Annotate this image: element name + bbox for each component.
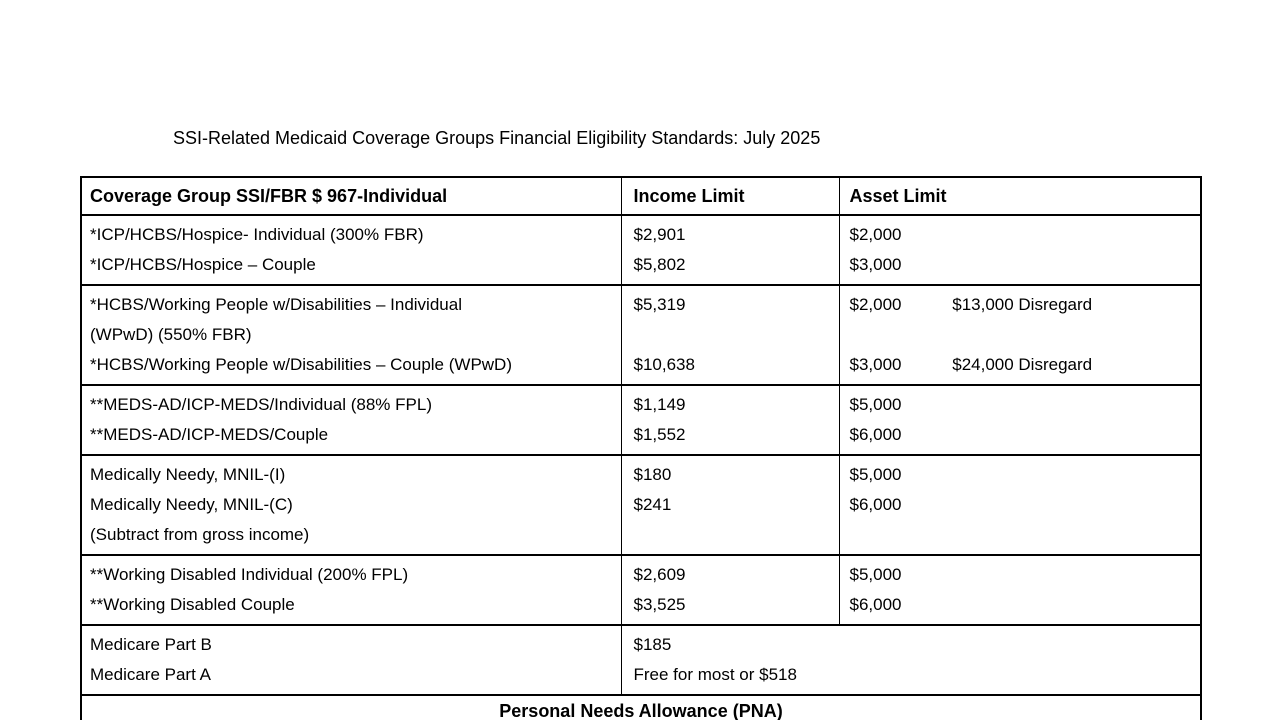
table-row-pna-header: Personal Needs Allowance (PNA) xyxy=(80,694,1202,720)
asset-value: $5,000 xyxy=(849,395,902,414)
cell-income-limit: $2,901 $5,802 xyxy=(620,214,840,286)
medicare-value: Free for most or $518 xyxy=(633,665,797,684)
cell-income-limit: $5,319 $10,638 xyxy=(620,284,840,386)
table-row-medicare: Medicare Part B Medicare Part A $185 Fre… xyxy=(80,624,1202,696)
group-label: *ICP/HCBS/Hospice – Couple xyxy=(90,255,316,274)
income-value: $5,319 xyxy=(633,295,686,314)
group-label: Medicare Part A xyxy=(90,665,211,684)
table-header-row: Coverage Group SSI/FBR $ 967-Individual … xyxy=(80,176,1202,216)
cell-asset-limit: $2,000 $3,000 xyxy=(838,214,1202,286)
group-label: **Working Disabled Individual (200% FPL) xyxy=(90,565,409,584)
income-value: $1,149 xyxy=(633,395,686,414)
table-row-hcbs-wpwd: *HCBS/Working People w/Disabilities – In… xyxy=(80,284,1202,386)
group-label: Medically Needy, MNIL-(I) xyxy=(90,465,286,484)
asset-value: $3,000 xyxy=(849,255,902,274)
asset-value: $5,000 xyxy=(849,565,902,584)
asset-line: $2,000 $13,000 Disregard xyxy=(850,290,1195,320)
cell-coverage-group: **MEDS-AD/ICP-MEDS/Individual (88% FPL) … xyxy=(80,384,622,456)
income-value: $5,802 xyxy=(633,255,686,274)
cell-income-limit: $2,609 $3,525 xyxy=(620,554,840,626)
group-label: *ICP/HCBS/Hospice- Individual (300% FBR) xyxy=(90,225,424,244)
eligibility-table: Coverage Group SSI/FBR $ 967-Individual … xyxy=(80,176,1202,720)
asset-value: $2,000 xyxy=(849,225,902,244)
asset-value: $6,000 xyxy=(849,595,902,614)
disregard-note: $24,000 Disregard xyxy=(952,355,1093,374)
cell-coverage-group: *HCBS/Working People w/Disabilities – In… xyxy=(80,284,622,386)
disregard-note: $13,000 Disregard xyxy=(952,295,1093,314)
table-row-working-disabled: **Working Disabled Individual (200% FPL)… xyxy=(80,554,1202,626)
group-label: Medically Needy, MNIL-(C) xyxy=(90,495,293,514)
table-row-meds-ad: **MEDS-AD/ICP-MEDS/Individual (88% FPL) … xyxy=(80,384,1202,456)
cell-asset-limit: $5,000 $6,000 xyxy=(838,554,1202,626)
cell-income-limit: $1,149 $1,552 xyxy=(620,384,840,456)
group-label: Medicare Part B xyxy=(90,635,212,654)
column-header-income-limit: Income Limit xyxy=(620,176,840,216)
page-title: SSI-Related Medicaid Coverage Groups Fin… xyxy=(173,128,821,148)
asset-value: $2,000 xyxy=(849,295,902,314)
group-label: (WPwD) (550% FBR) xyxy=(90,325,252,344)
group-label: **MEDS-AD/ICP-MEDS/Individual (88% FPL) xyxy=(90,395,432,414)
cell-asset-limit: $5,000 $6,000 xyxy=(838,454,1202,556)
income-value: $1,552 xyxy=(633,425,686,444)
cell-medicare-cost: $185 Free for most or $518 xyxy=(620,624,1202,696)
medicare-value: $185 xyxy=(633,635,672,654)
group-label: **MEDS-AD/ICP-MEDS/Couple xyxy=(90,425,329,444)
income-value xyxy=(634,320,833,350)
cell-income-limit: $180 $241 xyxy=(620,454,840,556)
group-label: *HCBS/Working People w/Disabilities – In… xyxy=(90,295,462,314)
income-value: $10,638 xyxy=(633,355,695,374)
table-row-medically-needy: Medically Needy, MNIL-(I) Medically Need… xyxy=(80,454,1202,556)
asset-value: $6,000 xyxy=(849,425,902,444)
column-header-asset-limit: Asset Limit xyxy=(838,176,1202,216)
cell-coverage-group: **Working Disabled Individual (200% FPL)… xyxy=(80,554,622,626)
section-header-pna: Personal Needs Allowance (PNA) xyxy=(80,694,1202,720)
cell-coverage-group: Medically Needy, MNIL-(I) Medically Need… xyxy=(80,454,622,556)
group-label: *HCBS/Working People w/Disabilities – Co… xyxy=(90,355,512,374)
asset-line xyxy=(850,320,1195,350)
cell-coverage-group: Medicare Part B Medicare Part A xyxy=(80,624,622,696)
group-label: **Working Disabled Couple xyxy=(90,595,295,614)
column-header-coverage-group: Coverage Group SSI/FBR $ 967-Individual xyxy=(80,176,622,216)
cell-coverage-group: *ICP/HCBS/Hospice- Individual (300% FBR)… xyxy=(80,214,622,286)
asset-value: $3,000 xyxy=(849,355,902,374)
asset-value: $5,000 xyxy=(849,465,902,484)
income-value: $3,525 xyxy=(633,595,686,614)
cell-asset-limit: $5,000 $6,000 xyxy=(838,384,1202,456)
income-value: $2,901 xyxy=(633,225,686,244)
group-label: (Subtract from gross income) xyxy=(90,525,310,544)
income-value: $241 xyxy=(633,495,672,514)
table-row-icp-hcbs-hospice: *ICP/HCBS/Hospice- Individual (300% FBR)… xyxy=(80,214,1202,286)
asset-value: $6,000 xyxy=(849,495,902,514)
income-value: $2,609 xyxy=(633,565,686,584)
cell-asset-limit: $2,000 $13,000 Disregard $3,000 $24,000 … xyxy=(838,284,1202,386)
income-value: $180 xyxy=(633,465,672,484)
asset-line: $3,000 $24,000 Disregard xyxy=(850,350,1195,380)
